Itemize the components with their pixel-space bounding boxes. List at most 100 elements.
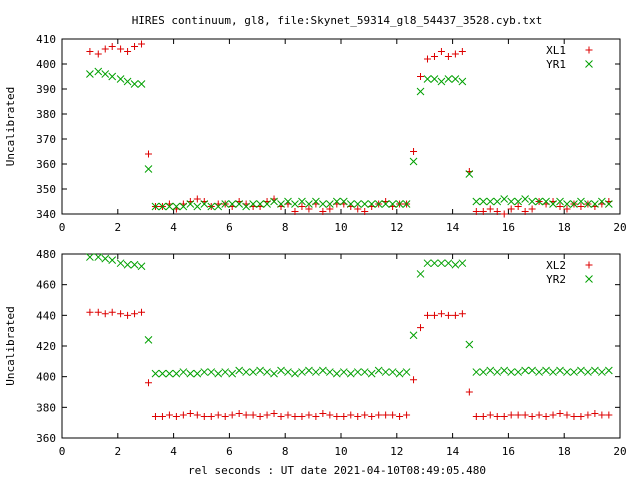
- data-point: [423, 55, 431, 63]
- data-point: [298, 413, 306, 421]
- data-point: [326, 205, 334, 213]
- data-point: [493, 208, 501, 215]
- data-point: [458, 77, 467, 86]
- data-point: [465, 170, 474, 178]
- data-point: [101, 70, 110, 78]
- data-point: [458, 259, 467, 268]
- data-point: [493, 413, 501, 421]
- y-tick-label: 480: [36, 248, 56, 261]
- data-point: [221, 200, 230, 208]
- y-tick-label: 390: [36, 83, 56, 96]
- data-point: [416, 270, 425, 278]
- legend-label: YR2: [546, 273, 566, 286]
- data-point: [472, 197, 481, 206]
- data-point: [514, 203, 522, 210]
- data-point: [256, 413, 264, 421]
- data-point: [521, 208, 529, 215]
- data-point: [101, 310, 109, 318]
- data-point: [375, 411, 383, 419]
- y-tick-label: 370: [36, 133, 56, 146]
- x-tick-label: 8: [282, 221, 289, 234]
- data-point: [416, 87, 425, 96]
- data-point: [332, 369, 341, 378]
- data-point: [108, 256, 117, 264]
- data-point: [339, 368, 348, 376]
- data-point: [312, 413, 320, 421]
- data-point: [521, 366, 529, 375]
- data-point: [235, 200, 244, 208]
- data-point: [94, 308, 102, 316]
- data-point: [242, 368, 250, 376]
- x-tick-label: 16: [502, 445, 515, 458]
- data-point: [500, 413, 508, 421]
- data-point: [584, 200, 592, 208]
- data-point: [116, 259, 125, 268]
- data-point: [228, 411, 236, 419]
- data-point: [423, 259, 432, 268]
- legend-marker: [585, 46, 593, 54]
- data-point: [186, 369, 195, 378]
- data-point: [221, 368, 230, 376]
- data-point: [360, 200, 369, 208]
- data-point: [507, 368, 516, 376]
- data-point: [507, 197, 516, 206]
- data-point: [263, 411, 271, 419]
- legend-marker: [585, 261, 593, 269]
- data-point: [291, 208, 299, 215]
- data-point: [291, 369, 299, 378]
- data-point: [361, 208, 369, 215]
- data-point: [151, 369, 160, 378]
- data-point: [249, 411, 257, 419]
- data-point: [528, 197, 536, 206]
- data-point: [86, 253, 94, 261]
- y-tick-label: 350: [36, 183, 56, 196]
- data-point: [472, 208, 480, 215]
- data-point: [472, 368, 481, 376]
- data-point: [549, 200, 557, 208]
- data-point: [367, 369, 376, 378]
- bottom-panel: 0 2 4 6 8 10 12 14 16 18 20 360 380 400 420 440 460 480 Un…: [4, 248, 627, 458]
- y-tick-label: 360: [36, 158, 56, 171]
- data-point: [437, 77, 446, 86]
- data-point: [200, 368, 209, 376]
- data-point: [430, 53, 438, 60]
- y-tick-label: 440: [36, 309, 56, 322]
- data-point: [556, 409, 564, 417]
- data-point: [207, 202, 216, 211]
- data-point: [165, 369, 174, 378]
- data-point: [353, 200, 362, 208]
- data-point: [228, 369, 237, 378]
- data-point: [458, 310, 466, 318]
- data-point: [381, 368, 390, 376]
- y-tick-label: 410: [36, 33, 56, 46]
- data-point: [563, 200, 571, 208]
- data-point: [235, 366, 244, 375]
- legend-marker: [585, 60, 593, 68]
- data-point: [312, 368, 320, 376]
- data-point: [458, 48, 466, 55]
- data-point: [214, 369, 223, 378]
- data-point: [242, 411, 250, 419]
- data-point: [319, 208, 327, 215]
- data-point: [381, 200, 390, 208]
- data-point: [549, 411, 557, 419]
- x-tick-label: 12: [390, 221, 403, 234]
- data-point: [423, 75, 432, 83]
- data-point: [444, 75, 453, 83]
- data-point: [354, 205, 362, 213]
- data-point: [124, 48, 132, 55]
- data-point: [437, 48, 445, 55]
- data-point: [584, 368, 592, 376]
- data-point: [144, 379, 152, 387]
- legend-label: XL2: [546, 259, 566, 272]
- data-point: [598, 368, 606, 376]
- data-point: [402, 200, 411, 208]
- x-axis-label: rel seconds : UT date 2021-04-10T08:49:0…: [188, 464, 486, 477]
- data-point: [368, 413, 376, 421]
- data-point: [402, 368, 411, 376]
- data-point: [563, 411, 571, 419]
- data-point: [396, 413, 404, 421]
- data-point: [346, 369, 355, 378]
- data-point: [186, 409, 194, 417]
- data-point: [577, 197, 585, 206]
